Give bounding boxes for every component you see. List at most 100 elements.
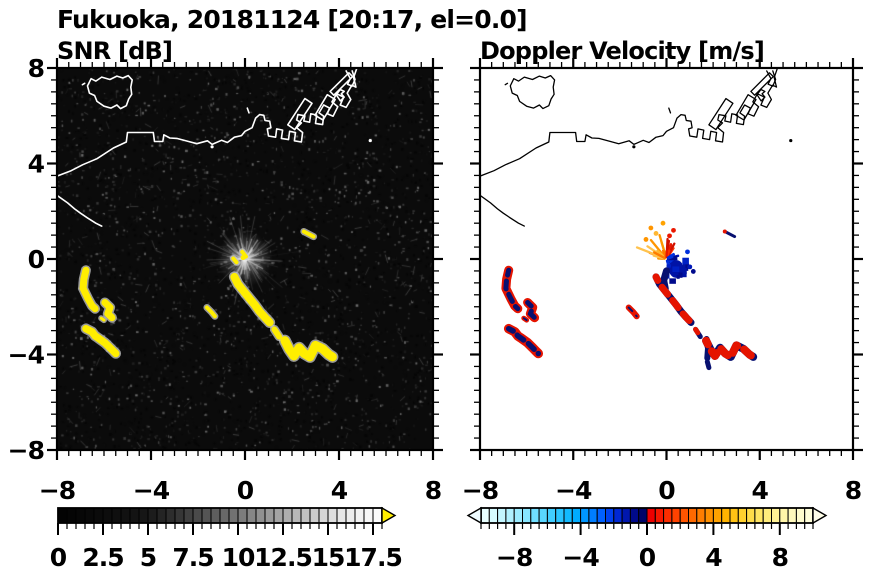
x-tick-label: 8 xyxy=(845,476,861,505)
blue-cluster-speck xyxy=(680,271,687,278)
doppler-echo-red-C3 xyxy=(702,336,758,361)
colorbar-segment xyxy=(354,507,365,524)
coastline-harbor-hook xyxy=(756,88,766,102)
colorbar-segment xyxy=(300,507,311,524)
colorbar-segment xyxy=(273,507,284,524)
snr-echo-A2s xyxy=(99,316,106,322)
colorbar-segment xyxy=(363,507,374,524)
colorbar-tick-label: 10 xyxy=(222,543,255,570)
blue-cluster-speck xyxy=(672,266,680,273)
snr-echo-A4 xyxy=(204,305,217,319)
doppler-echo-reddot-B xyxy=(722,229,727,234)
colorbar-segment xyxy=(228,507,239,524)
y-tick-label: 8 xyxy=(28,54,44,83)
colorbar-segment xyxy=(546,507,557,524)
colorbar-segment xyxy=(704,507,714,524)
coastline-sw-coast xyxy=(480,194,525,227)
blue-cluster-speck xyxy=(666,264,671,268)
snr-colorbar: 0 2.5 5 7.5 10 12.5 15 17.5 xyxy=(50,506,403,570)
colorbar-tick-label: 7.5 xyxy=(172,543,213,570)
x-tick-label: −4 xyxy=(133,476,170,505)
colorbar-segment xyxy=(57,507,68,524)
colorbar-segment xyxy=(309,507,320,524)
colorbar-segment xyxy=(66,507,77,524)
colorbar-segment xyxy=(255,507,266,524)
coastline-breakwater xyxy=(329,72,354,96)
doppler-colorbar: −8 −4 0 4 8 xyxy=(466,506,828,570)
colorbar-segment xyxy=(646,507,656,524)
coastline-breakwater xyxy=(750,72,774,96)
coastline-dot xyxy=(210,145,214,149)
colorbar-segment xyxy=(746,507,756,524)
blue-cluster-speck xyxy=(682,257,689,265)
colorbar-segment xyxy=(538,507,548,524)
colorbar-segment xyxy=(237,507,248,524)
colorbar-segment xyxy=(771,507,781,524)
blue-cluster-speck xyxy=(676,275,680,279)
doppler-echo-navy-A4 xyxy=(627,306,638,318)
doppler-dot xyxy=(667,233,672,239)
doppler-dot xyxy=(648,225,654,231)
doppler-dot xyxy=(685,249,690,255)
colorbar-segment xyxy=(156,507,167,524)
y-tick-label: 4 xyxy=(28,150,45,179)
colorbar-tick-label: 12.5 xyxy=(254,543,312,570)
colorbar-over-arrow xyxy=(381,506,397,525)
coastline-pier-2 xyxy=(314,93,337,121)
colorbar-segment xyxy=(571,507,582,524)
coastline-top-hook xyxy=(766,70,777,87)
coastline-harbor-hook xyxy=(335,88,346,102)
colorbar-segment xyxy=(671,507,681,524)
colorbar-segment xyxy=(102,507,113,524)
colorbar-segment xyxy=(120,507,131,524)
colorbar-segment xyxy=(372,507,383,524)
colorbar-segment xyxy=(779,507,789,524)
coastline-dot xyxy=(789,138,793,143)
doppler-echo-navy-A3 xyxy=(505,325,542,357)
doppler-echo-red-C2 xyxy=(693,326,703,340)
doppler-dot xyxy=(690,269,696,274)
coastline-pier-2 xyxy=(735,94,757,121)
colorbar-segment xyxy=(75,507,86,524)
coastline-sw-coast xyxy=(57,194,103,227)
x-tick-label: 0 xyxy=(237,476,254,505)
snr-echo-A1 xyxy=(79,266,99,313)
colorbar-tick-label: 0 xyxy=(50,543,67,570)
doppler-dot xyxy=(653,231,659,236)
colorbar-segment xyxy=(201,507,212,524)
x-tick-label: 4 xyxy=(752,476,769,505)
colorbar-segment xyxy=(530,507,540,524)
coastline-main-shore xyxy=(57,68,358,177)
axes-frames-and-ticks xyxy=(47,58,863,460)
coastline-island-nokonoshima xyxy=(509,74,556,110)
colorbar-segment xyxy=(688,507,698,524)
colorbar-segment xyxy=(596,507,607,524)
x-tick-label: −4 xyxy=(555,476,592,505)
colorbar-segment xyxy=(654,507,665,524)
colorbar-over-arrow xyxy=(812,506,828,525)
doppler-echo-navy-A1 xyxy=(503,267,521,312)
coastline-island-nokonoshima xyxy=(86,74,133,110)
colorbar-segment xyxy=(327,507,338,524)
colorbar-segment xyxy=(621,507,631,524)
colorbar-segment xyxy=(264,507,275,524)
blue-cluster-speck xyxy=(681,267,687,275)
colorbar-segment xyxy=(291,507,302,524)
doppler-panel-title: Doppler Velocity [m/s] xyxy=(480,37,764,65)
axis-tick-labels: −8 −4 0 4 8 8 4 0 −4 −8 −8 −4 0 4 8 xyxy=(8,54,863,505)
colorbar-segment xyxy=(613,507,623,524)
colorbar-segment xyxy=(174,507,185,524)
colorbar-segment xyxy=(737,507,748,524)
colorbar-segment xyxy=(480,507,490,524)
x-tick-label: −8 xyxy=(39,476,75,505)
coastline-dot xyxy=(632,145,636,149)
doppler-echo-navy-A2 xyxy=(525,300,538,321)
colorbar-tick-label: −4 xyxy=(562,543,599,570)
doppler-dot xyxy=(671,227,676,233)
snr-echo-A2 xyxy=(101,299,116,322)
colorbar-segment xyxy=(638,507,648,524)
coastline-shore-tick xyxy=(668,107,672,114)
colorbar-segment xyxy=(488,507,499,524)
